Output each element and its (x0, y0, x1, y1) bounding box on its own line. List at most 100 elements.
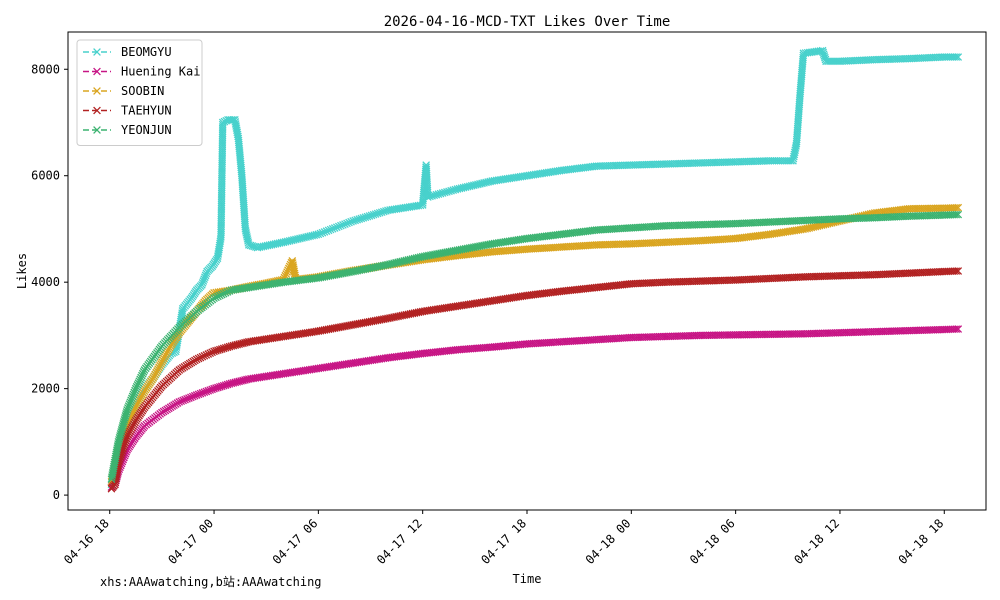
legend-item: BEOMGYU (83, 45, 172, 59)
data-point-marker (138, 371, 146, 380)
legend-item: TAEHYUN (83, 104, 172, 118)
data-point-marker (204, 350, 213, 358)
x-tick-label: 04-17 18 (478, 516, 529, 567)
series-taehyun (107, 267, 963, 493)
legend-item: SOOBIN (83, 84, 164, 98)
y-tick-label: 2000 (31, 382, 60, 396)
legend-label: TAEHYUN (121, 104, 172, 118)
legend-marker-icon (93, 87, 101, 95)
data-point-marker (202, 351, 211, 359)
data-point-marker (318, 228, 327, 237)
data-point-marker (954, 203, 963, 212)
legend-marker-icon (93, 126, 101, 134)
data-point-marker (314, 230, 323, 239)
data-point-marker (322, 227, 331, 236)
data-point-marker (136, 375, 145, 384)
series-beomgyu (107, 46, 963, 489)
legend-marker-icon (93, 67, 101, 76)
x-tick-label: 04-17 00 (165, 516, 216, 567)
data-point-marker (339, 221, 347, 229)
data-point-marker (133, 381, 142, 389)
y-tick-label: 8000 (31, 62, 60, 76)
x-tick-label: 04-17 06 (270, 516, 321, 567)
data-point-marker (954, 267, 963, 275)
data-point-marker (131, 386, 139, 395)
legend-label: Huening Kai (121, 65, 200, 79)
data-point-marker (196, 353, 205, 362)
data-point-marker (122, 434, 131, 443)
data-point-marker (316, 229, 325, 238)
data-point-marker (328, 224, 337, 233)
legend-marker-icon (93, 48, 101, 56)
x-tick-label: 04-17 12 (374, 516, 425, 567)
data-point-marker (215, 291, 224, 300)
legend-label: SOOBIN (121, 84, 164, 98)
data-point-marker (345, 218, 353, 227)
footer-credit: xhs:AAAwatching,b站:AAAwatching (100, 575, 322, 589)
x-tick-label: 04-18 12 (791, 516, 842, 567)
data-point-marker (343, 219, 351, 228)
data-point-marker (138, 369, 147, 378)
x-tick-label: 04-18 00 (583, 516, 634, 567)
data-point-marker (210, 294, 218, 303)
x-tick-label: 04-16 18 (61, 516, 112, 567)
data-point-marker (132, 382, 141, 391)
data-point-marker (192, 355, 201, 364)
data-point-marker (952, 267, 961, 275)
y-tick-label: 0 (53, 488, 60, 502)
y-tick-label: 6000 (31, 169, 60, 183)
data-point-marker (137, 373, 145, 382)
data-point-marker (134, 379, 143, 387)
series-line (110, 49, 959, 485)
x-axis-label: Time (513, 572, 542, 586)
data-point-marker (952, 210, 961, 219)
data-point-marker (219, 289, 228, 298)
x-tick-label: 04-18 18 (896, 516, 947, 567)
data-point-marker (337, 221, 345, 230)
data-point-marker (332, 223, 341, 232)
x-axis: 04-16 18 04-17 00 04-17 06 04-17 12 04-17 18… (61, 510, 946, 567)
legend-label: BEOMGYU (121, 45, 172, 59)
data-point-marker (334, 222, 343, 231)
data-point-marker (324, 226, 333, 235)
data-point-marker (326, 225, 335, 234)
legend-item: YEONJUN (83, 123, 172, 137)
legend: BEOMGYU Huening Kai SOOBIN TAEHYUN YEONJUN (76, 39, 203, 146)
y-axis: 0 2000 4000 6000 8000 (31, 62, 68, 502)
data-point-marker (131, 384, 140, 393)
y-axis-label: Likes (15, 253, 29, 289)
series-line (111, 328, 959, 488)
data-point-marker (217, 290, 226, 299)
data-point-marker (200, 351, 209, 360)
data-point-marker (954, 325, 963, 333)
legend-marker-icon (93, 106, 101, 115)
data-point-marker (212, 293, 220, 302)
y-tick-label: 4000 (31, 275, 60, 289)
data-point-marker (221, 288, 230, 297)
series-huening-kai (107, 325, 963, 491)
chart-title: 2026-04-16-MCD-TXT Likes Over Time (384, 14, 671, 30)
x-tick-label: 04-18 06 (687, 516, 738, 567)
data-point-marker (206, 349, 215, 358)
data-point-marker (341, 220, 349, 228)
legend-item: Huening Kai (83, 65, 200, 79)
data-point-marker (282, 270, 291, 278)
legend-label: YEONJUN (121, 123, 172, 137)
data-point-marker (952, 203, 961, 212)
data-point-marker (954, 210, 963, 219)
data-point-marker (135, 377, 144, 386)
data-point-marker (347, 217, 355, 226)
data-point-marker (330, 224, 339, 232)
legend-box (76, 39, 203, 146)
data-point-marker (194, 354, 203, 363)
series-layer (107, 46, 963, 493)
data-point-marker (283, 268, 291, 276)
data-point-marker (952, 325, 961, 333)
data-point-marker (320, 228, 329, 236)
data-point-marker (198, 352, 207, 361)
data-point-marker (952, 53, 961, 61)
data-point-marker (139, 368, 148, 376)
data-point-marker (954, 53, 963, 61)
data-point-marker (214, 292, 222, 301)
